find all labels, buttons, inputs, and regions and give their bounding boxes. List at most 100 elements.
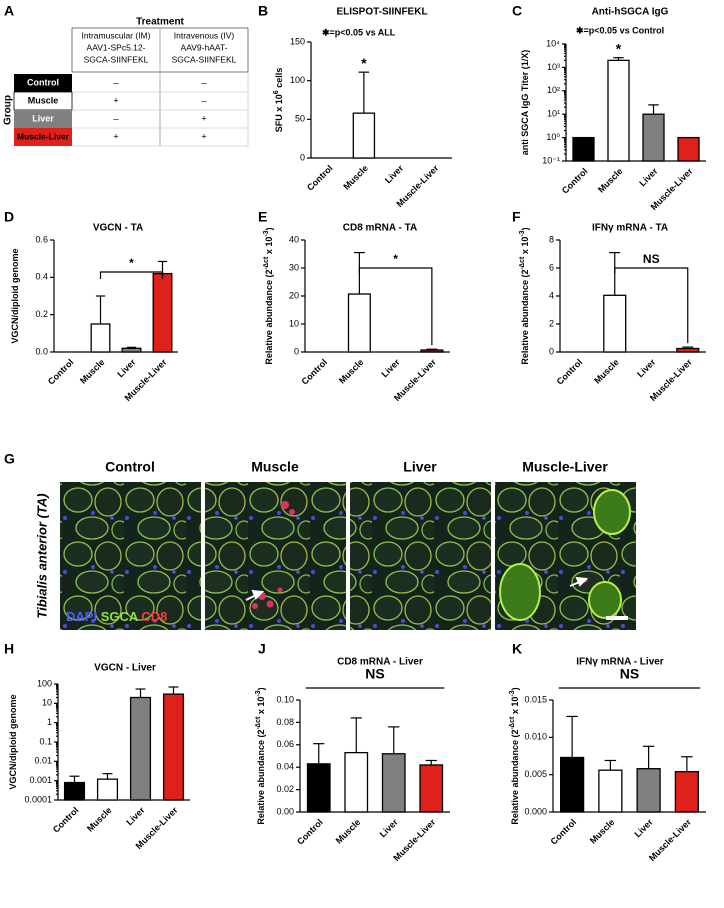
y-tick-label: 0.01 [34, 756, 52, 766]
panel-letter: F [512, 209, 521, 225]
significance-note: ✱=p<0.05 vs ALL [322, 27, 396, 37]
error-bar [350, 717, 362, 753]
y-axis-label-part: ) [520, 227, 530, 230]
y-axis-label-part: ) [264, 227, 274, 230]
panel-letter: A [4, 3, 14, 19]
significance-star: * [361, 55, 367, 71]
y-tick-label: 0.08 [276, 717, 294, 727]
error-bar [126, 346, 137, 349]
bar [63, 781, 86, 801]
y-axis-label-part: ) [510, 687, 520, 690]
error-bar [613, 57, 624, 61]
chart-title: IFNγ mRNA - TA [592, 223, 668, 234]
y-axis-label-part: SFU x 10 [274, 94, 284, 132]
y-axis-label-part: VGCN/diploid genome [8, 694, 18, 789]
bar [152, 272, 173, 353]
y-axis-label-part: -∆ct [519, 256, 526, 270]
y-tick-label: 50 [295, 114, 305, 124]
y-tick-label: 30 [289, 262, 299, 272]
panel-letter: E [258, 209, 267, 225]
row-label: Control [27, 77, 59, 87]
bar [121, 347, 142, 353]
cell: – [201, 77, 206, 87]
y-tick-label: 40 [289, 234, 299, 244]
error-bar [609, 252, 621, 296]
significance-star: * [616, 40, 622, 56]
y-tick-label: 150 [290, 36, 305, 46]
column-header: AAV1-SPc5.12- [87, 42, 146, 52]
y-axis-label-part: -3 [509, 690, 516, 696]
y-tick-label: 10⁴ [546, 38, 560, 48]
y-axis-label-part: -∆ct [255, 716, 262, 730]
x-tick-label: Control [305, 163, 335, 193]
bar [347, 293, 371, 353]
y-tick-label: 0.2 [35, 309, 48, 319]
y-axis-label: Relative abundance (2-∆ct x 10-3) [519, 227, 530, 364]
cell: + [201, 131, 206, 141]
error-bar [682, 346, 694, 349]
y-tick-label: 0.005 [524, 769, 547, 779]
y-axis-label-part: Relative abundance (2 [510, 730, 520, 825]
image-title: Muscle-Liver [522, 459, 608, 475]
side-label: Tibialis anterior (TA) [34, 493, 49, 618]
y-axis-label-part: x 10 [510, 697, 520, 717]
bar [603, 294, 627, 353]
micrograph [60, 482, 201, 630]
y-tick-label: 0.1 [39, 736, 52, 746]
error-bar [681, 756, 693, 772]
y-axis-label-part: -∆ct [509, 716, 516, 730]
x-tick-label: Muscle [588, 817, 617, 846]
y-axis-label-part: -3 [255, 690, 262, 696]
chart-title: ELISPOT-SIINFEKL [336, 7, 427, 18]
y-tick-label: 10 [42, 698, 52, 708]
y-axis-label-part: ) [256, 687, 266, 690]
significance-bracket [614, 267, 689, 344]
x-tick-label: Control [295, 817, 325, 847]
y-axis-label-part: x 10 [264, 237, 274, 257]
y-tick-label: 100 [37, 678, 52, 688]
y-tick-label: 10⁰ [546, 132, 560, 142]
row-label: Muscle-Liver [17, 131, 70, 141]
y-tick-label: 0.4 [35, 272, 48, 282]
cell: + [113, 131, 118, 141]
x-tick-label: Control [300, 357, 330, 387]
y-axis-label-part: -3 [519, 230, 526, 236]
y-axis-label-part: -3 [263, 230, 270, 236]
micrograph [350, 482, 491, 630]
stain-label: SGCA [101, 609, 139, 624]
bar [352, 112, 376, 159]
x-tick-label: Muscle [596, 166, 625, 195]
x-tick-label: Liver [379, 357, 402, 380]
y-axis-label: Relative abundance (2-∆ct x 10-3) [255, 687, 266, 824]
bar [674, 771, 700, 813]
row-label-cell [14, 128, 72, 146]
stain-label: DAPI [66, 609, 97, 624]
error-bar [135, 688, 146, 698]
y-tick-label: 10¹ [547, 109, 560, 119]
bar [572, 136, 595, 162]
bar [419, 764, 444, 813]
y-axis-label-part: Relative abundance (2 [520, 270, 530, 365]
x-tick-label: Liver [635, 357, 658, 380]
y-tick-label: 0.00 [276, 806, 294, 816]
cell: – [113, 113, 118, 123]
image-title: Muscle [251, 459, 299, 475]
error-bar [425, 759, 437, 765]
image-title: Control [105, 459, 155, 475]
y-tick-label: 0 [300, 152, 305, 162]
y-axis-label-part: 6 [273, 90, 280, 94]
micrograph [205, 482, 346, 630]
bar [129, 696, 152, 801]
cell: + [113, 95, 118, 105]
y-tick-label: 6 [549, 262, 554, 272]
x-tick-label: Control [555, 357, 585, 387]
x-tick-label: Control [549, 817, 579, 847]
y-tick-label: 10² [547, 85, 560, 95]
y-tick-label: 0.001 [29, 775, 52, 785]
y-tick-label: 0.02 [276, 784, 294, 794]
x-tick-label: Muscle [85, 805, 114, 834]
column-header: Intramuscular (IM) [82, 30, 151, 40]
y-tick-label: 100 [290, 75, 305, 85]
error-bar [95, 295, 106, 324]
bar [344, 751, 369, 813]
